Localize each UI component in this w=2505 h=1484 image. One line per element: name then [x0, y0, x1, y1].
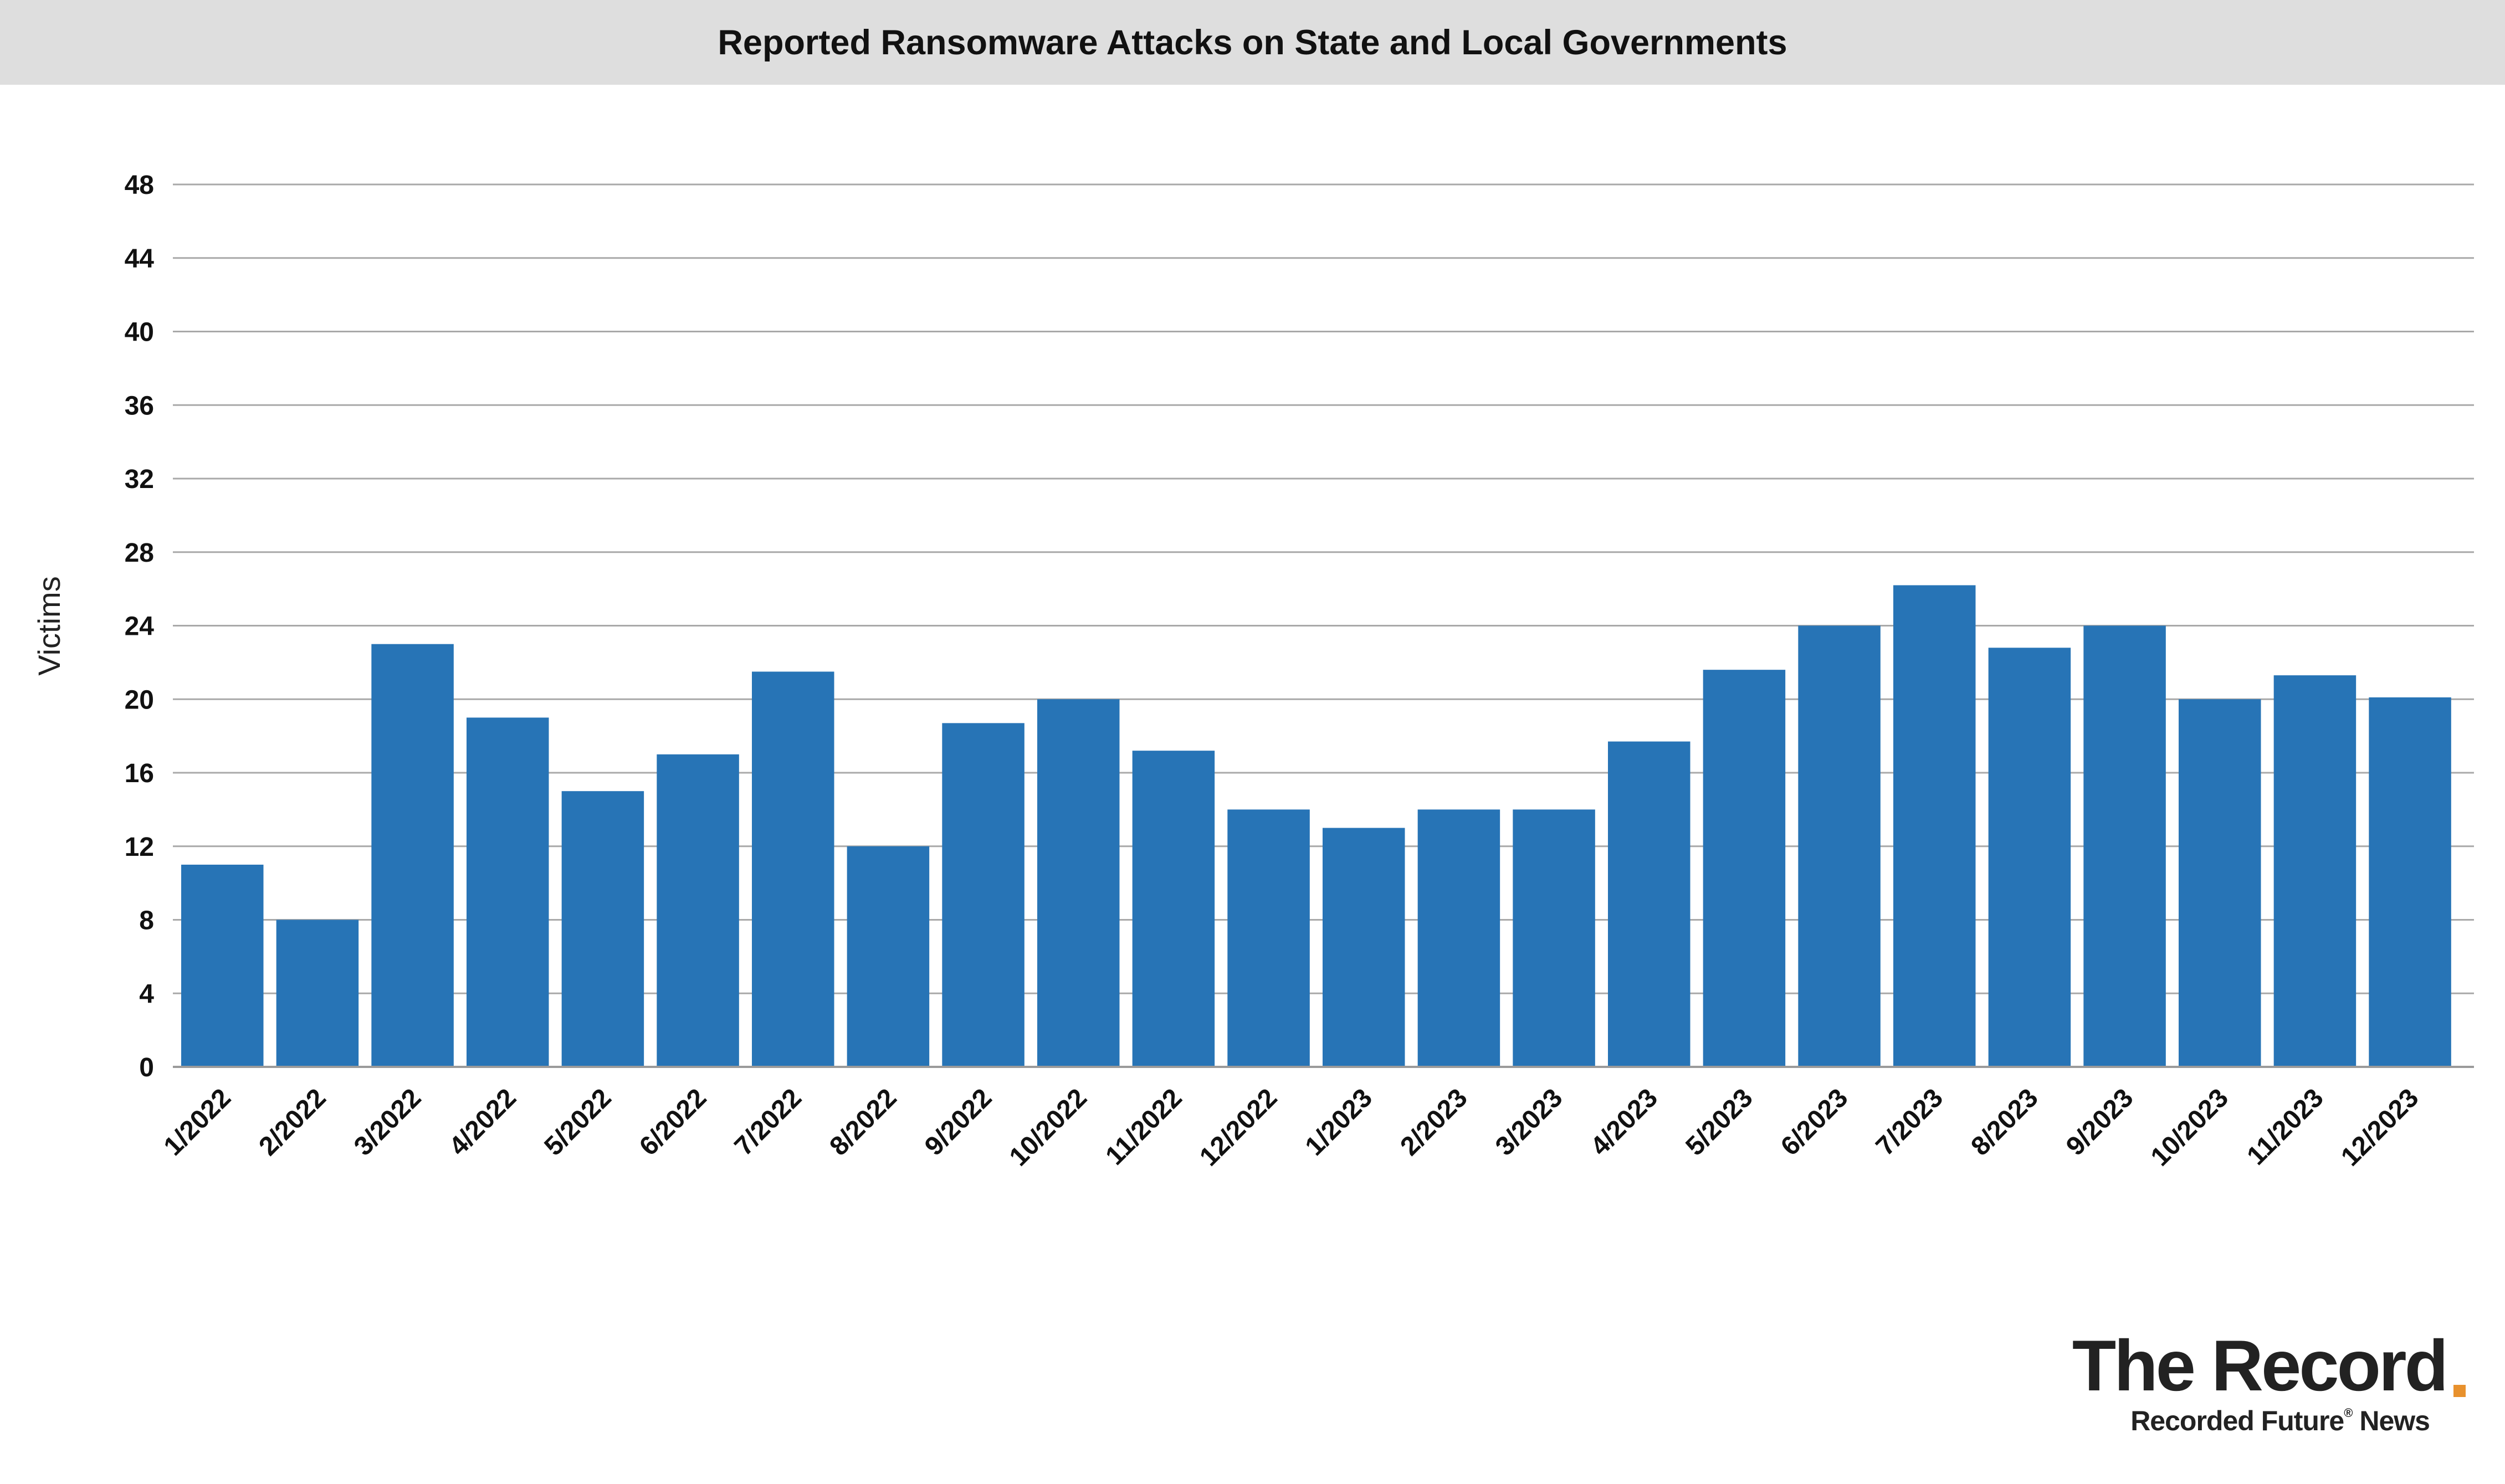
x-tick-label: 11/2022 [1100, 1083, 1187, 1170]
bar [2179, 699, 2261, 1067]
bar [467, 717, 549, 1067]
bar [2369, 697, 2451, 1067]
x-tick-label: 3/2022 [349, 1083, 427, 1161]
x-tick-label: 10/2022 [1004, 1083, 1093, 1172]
x-tick-label: 2/2023 [1395, 1083, 1473, 1161]
bar [942, 723, 1024, 1067]
bar [847, 846, 930, 1067]
brand-logo: The Record Recorded Future® News [2028, 1329, 2471, 1451]
x-tick-labels: 1/2022 2/2022 3/2022 4/2022 5/2022 6/2022 7/20… [158, 1083, 2425, 1172]
bar [1513, 809, 1595, 1067]
bar [2083, 625, 2166, 1067]
x-tick-label: 9/2022 [919, 1083, 997, 1161]
x-tick-label: 6/2022 [634, 1083, 712, 1161]
title-bar: Reported Ransomware Attacks on State and… [0, 0, 2505, 85]
y-tick-label: 12 [125, 833, 154, 862]
bar [276, 920, 359, 1067]
brand-subtitle: Recorded Future® News [2130, 1407, 2430, 1435]
bar [2273, 675, 2357, 1067]
bar [1323, 828, 1405, 1067]
y-tick-label: 32 [125, 465, 154, 494]
y-tick-label: 8 [139, 906, 154, 936]
x-tick-label: 1/2022 [158, 1083, 237, 1161]
y-tick-label: 4 [139, 979, 154, 1009]
y-tick-label: 0 [139, 1053, 154, 1082]
x-tick-label: 4/2023 [1585, 1083, 1663, 1161]
x-tick-label: 8/2023 [1965, 1083, 2043, 1161]
bar [657, 754, 739, 1067]
chart-title: Reported Ransomware Attacks on State and… [718, 23, 1787, 62]
bar [1893, 585, 1976, 1067]
bar [1227, 809, 1310, 1067]
bar [1988, 648, 2071, 1067]
x-tick-label: 7/2023 [1871, 1083, 1949, 1161]
bar [371, 644, 454, 1067]
x-tick-label: 3/2023 [1490, 1083, 1568, 1161]
y-tick-label: 24 [125, 612, 155, 641]
y-tick-label: 20 [125, 685, 154, 715]
x-tick-label: 10/2023 [2145, 1083, 2234, 1172]
bar [1798, 625, 1881, 1067]
x-tick-label: 2/2022 [253, 1083, 331, 1161]
x-tick-label: 1/2023 [1300, 1083, 1378, 1161]
y-tick-label: 44 [125, 244, 155, 274]
bar [181, 864, 264, 1067]
bar [1037, 699, 1120, 1067]
bar [1703, 670, 1786, 1067]
brand-sub-name: Recorded Future [2130, 1405, 2344, 1436]
bar [752, 671, 834, 1067]
brand-sub-suffix: News [2359, 1405, 2430, 1436]
brand-name: The Record [2072, 1325, 2448, 1406]
x-tick-label: 12/2022 [1194, 1083, 1283, 1172]
bar [1417, 809, 1500, 1067]
x-tick-label: 7/2022 [729, 1083, 807, 1161]
bar [1132, 751, 1215, 1067]
y-axis-label: Victims [32, 576, 66, 675]
x-tick-label: 5/2023 [1680, 1083, 1758, 1161]
x-tick-label: 12/2023 [2335, 1083, 2424, 1172]
x-tick-label: 6/2023 [1775, 1083, 1853, 1161]
y-tick-label: 28 [125, 538, 154, 568]
bars [181, 585, 2451, 1067]
x-tick-label: 11/2023 [2241, 1083, 2329, 1170]
x-tick-label: 8/2022 [824, 1083, 902, 1161]
y-tick-label: 36 [125, 391, 154, 420]
brand-sub-mark: ® [2344, 1406, 2353, 1420]
x-tick-label: 5/2022 [539, 1083, 617, 1161]
x-tick-label: 4/2022 [444, 1083, 522, 1161]
y-tick-label: 48 [125, 171, 154, 200]
y-tick-label: 40 [125, 318, 154, 347]
bar [561, 791, 644, 1067]
y-tick-label: 16 [125, 759, 154, 788]
brand-dot-icon [2453, 1385, 2466, 1397]
x-tick-label: 9/2023 [2061, 1083, 2139, 1161]
bar [1608, 741, 1691, 1067]
